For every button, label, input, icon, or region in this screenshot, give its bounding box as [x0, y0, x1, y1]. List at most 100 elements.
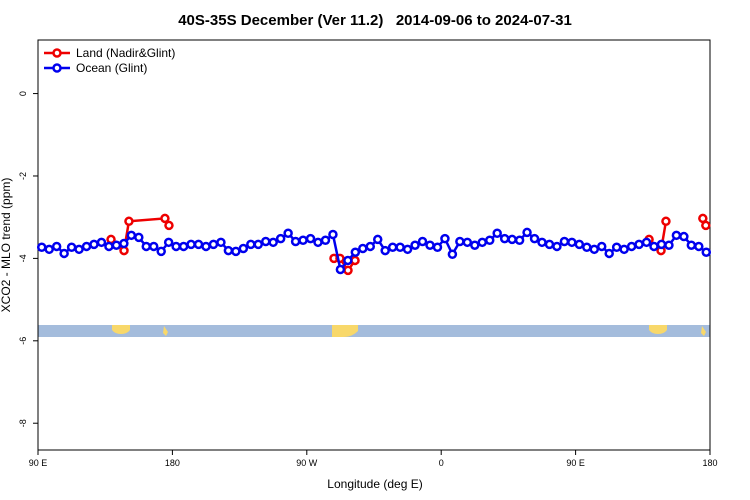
point	[470, 240, 480, 250]
point	[671, 230, 682, 241]
point	[656, 239, 667, 250]
point	[484, 235, 495, 246]
point	[619, 244, 629, 255]
point	[694, 241, 704, 252]
point	[402, 244, 413, 255]
point	[701, 220, 711, 231]
point	[686, 240, 697, 250]
point	[89, 239, 99, 250]
point	[350, 247, 361, 257]
point	[641, 237, 652, 248]
point	[134, 232, 144, 243]
point	[455, 236, 465, 247]
legend-label: Ocean (Glint)	[76, 61, 147, 75]
point	[514, 235, 525, 246]
point	[559, 236, 570, 247]
point	[507, 234, 517, 245]
point	[208, 239, 219, 250]
point	[36, 242, 47, 253]
point	[552, 241, 562, 252]
point	[574, 239, 585, 250]
point	[544, 239, 555, 250]
point	[186, 239, 196, 250]
point	[163, 237, 174, 248]
point	[111, 240, 122, 250]
point	[171, 241, 181, 252]
y-tick-label: -6	[18, 337, 28, 345]
y-tick-label: -8	[18, 419, 28, 427]
point	[425, 240, 435, 250]
x-tick-label: 180	[702, 458, 717, 468]
x-axis-label: Longitude (deg E)	[327, 477, 422, 491]
point	[104, 241, 114, 252]
point	[477, 237, 488, 248]
point	[216, 237, 226, 248]
point	[119, 238, 129, 249]
point	[410, 240, 420, 250]
point	[343, 265, 353, 276]
point	[305, 233, 316, 244]
point	[447, 249, 458, 260]
point	[260, 236, 271, 247]
point	[74, 244, 84, 255]
point	[148, 241, 159, 252]
legend-marker	[52, 48, 62, 58]
point	[313, 237, 323, 248]
point	[701, 247, 712, 257]
y-axis-label: XCO2 - MLO trend (ppm)	[0, 178, 13, 313]
legend-marker	[52, 63, 62, 73]
map-strip	[38, 325, 710, 337]
point	[246, 239, 256, 250]
point	[298, 235, 308, 246]
x-tick-label: 90 E	[29, 458, 48, 468]
point	[160, 213, 170, 224]
point	[178, 241, 189, 252]
point	[81, 241, 92, 252]
point	[417, 236, 428, 247]
point	[201, 241, 211, 252]
point	[59, 248, 69, 259]
point	[365, 241, 376, 252]
point	[141, 241, 152, 252]
point	[537, 237, 547, 248]
point	[275, 233, 286, 244]
point	[283, 228, 293, 239]
point	[492, 228, 502, 239]
point	[440, 233, 450, 244]
point	[290, 236, 301, 247]
point	[193, 239, 204, 250]
point	[372, 234, 383, 245]
point	[664, 240, 674, 250]
point	[626, 241, 637, 252]
point	[582, 242, 592, 253]
y-tick-label: -2	[18, 172, 28, 180]
point	[522, 227, 532, 238]
legend-label: Land (Nadir&Glint)	[76, 46, 175, 60]
point	[679, 231, 689, 242]
point	[462, 237, 473, 248]
point	[432, 242, 443, 253]
point	[320, 235, 331, 246]
point	[223, 245, 234, 256]
y-tick-label: 0	[18, 91, 28, 96]
point	[51, 241, 62, 252]
point	[268, 237, 278, 248]
point	[604, 248, 614, 259]
point	[499, 233, 510, 244]
point	[253, 239, 264, 250]
chart-title: 40S-35S December (Ver 11.2) 2014-09-06 t…	[178, 12, 572, 29]
point	[611, 242, 622, 253]
point	[96, 237, 107, 248]
point	[66, 242, 77, 253]
point	[343, 255, 353, 266]
point	[529, 233, 540, 244]
point	[387, 242, 398, 253]
y-tick-label: -4	[18, 254, 28, 262]
x-tick-label: 90 E	[566, 458, 585, 468]
point	[44, 244, 54, 255]
point	[164, 220, 174, 231]
point	[661, 216, 671, 227]
point	[596, 241, 607, 252]
point	[328, 229, 338, 240]
